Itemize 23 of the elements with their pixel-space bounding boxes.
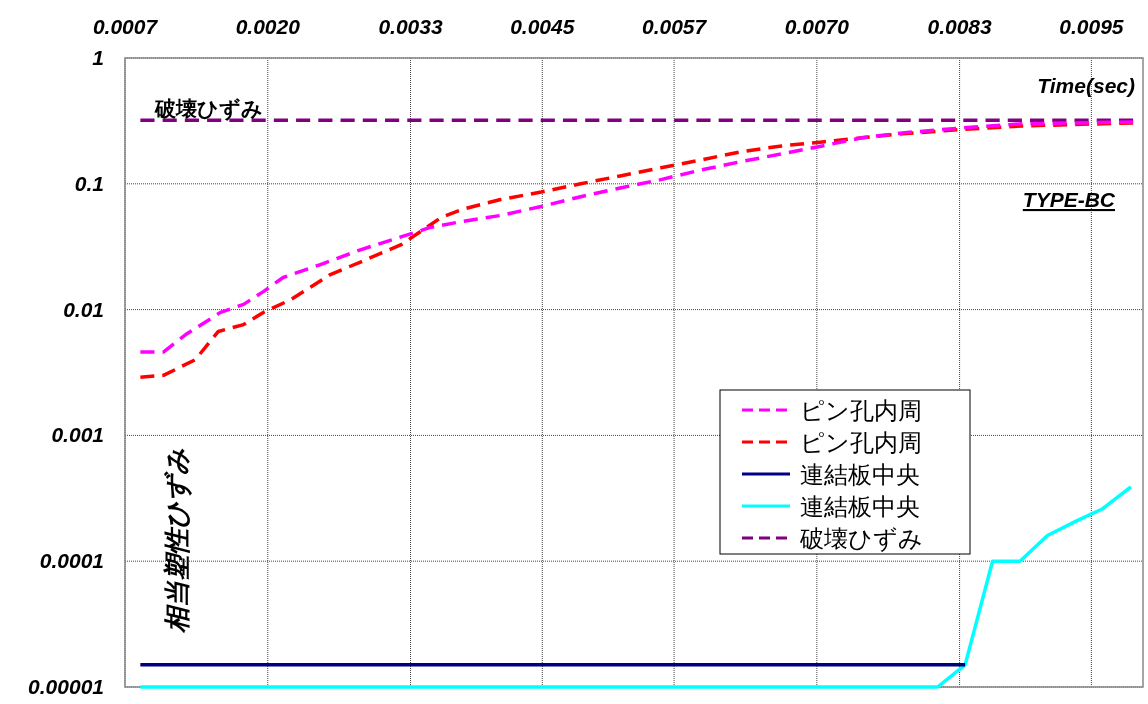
y-tick-label: 0.0001 — [39, 549, 104, 573]
y-tick-label: 0.001 — [51, 423, 104, 447]
y-tick-label: 0.01 — [63, 297, 104, 321]
legend-label: ピン孔内周 — [800, 429, 922, 456]
legend-label: 連結板中央 — [800, 493, 920, 520]
annotation: 破壊ひずみ — [153, 97, 263, 122]
x-axis-title: Time(sec) — [1037, 74, 1135, 97]
legend-label: 破壊ひずみ — [799, 525, 923, 552]
y-tick-label: 0.00001 — [28, 675, 104, 698]
x-tick-label: 0.0095 — [1059, 15, 1124, 38]
x-tick-label: 0.0007 — [92, 15, 159, 38]
x-tick-label: 0.0033 — [378, 15, 443, 38]
y-tick-label: 0.1 — [74, 171, 104, 195]
x-tick-label: 0.0057 — [641, 15, 708, 38]
x-tick-label: 0.0020 — [235, 15, 301, 38]
x-tick-label: 0.0045 — [510, 15, 575, 38]
y-tick-label: 1 — [92, 46, 104, 69]
x-tick-label: 0.0083 — [927, 15, 993, 38]
x-tick-label: 0.0070 — [784, 15, 850, 38]
annotation: TYPE-BC — [1022, 188, 1116, 211]
legend-label: ピン孔内周 — [800, 397, 922, 424]
y-axis-title: 相当塑性ひずみ — [162, 447, 192, 634]
legend-label: 連結板中央 — [800, 461, 920, 488]
